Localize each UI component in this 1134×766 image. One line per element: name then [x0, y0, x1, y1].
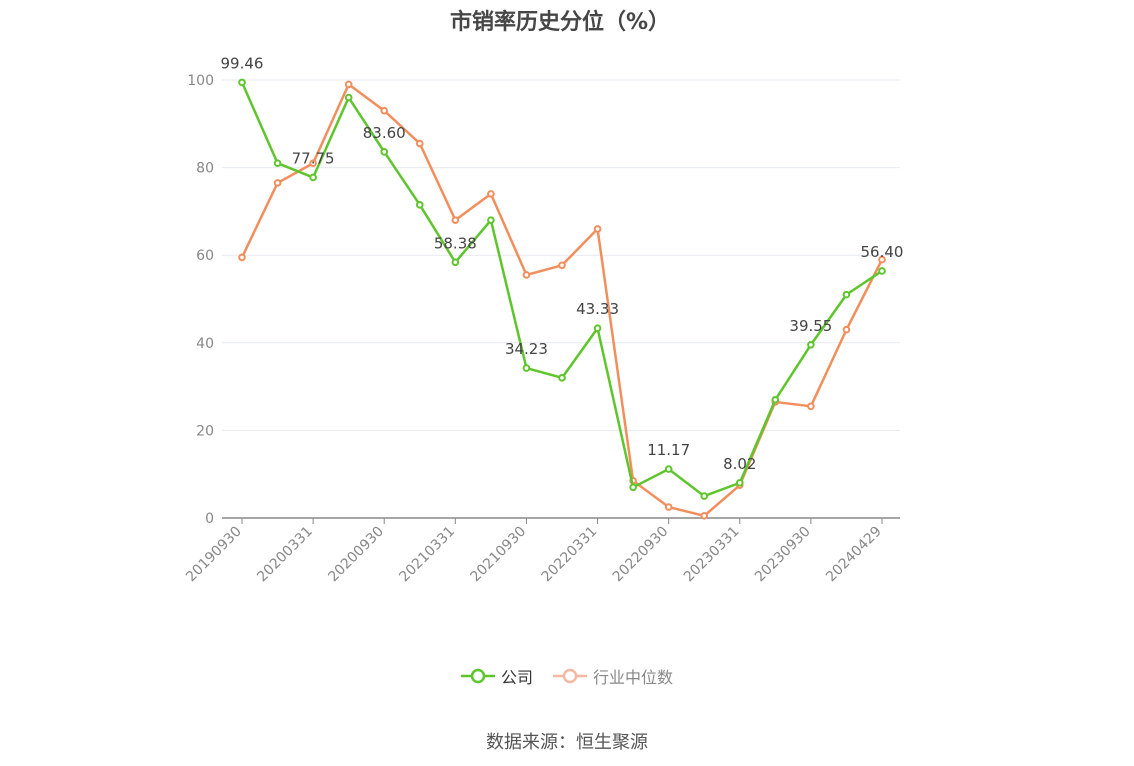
data-point — [380, 106, 389, 115]
data-label: 56.40 — [861, 243, 904, 261]
data-label: 39.55 — [789, 317, 832, 335]
data-point — [451, 216, 460, 224]
legend-item[interactable]: 公司 — [460, 664, 533, 688]
legend: 公司 行业中位数 — [0, 664, 1134, 689]
x-tick-label: 20200331 — [254, 524, 316, 586]
data-point — [593, 225, 602, 233]
data-point — [629, 483, 637, 492]
data-point — [238, 253, 246, 262]
chart-title: 市销率历史分位（%） — [449, 10, 671, 35]
data-point — [487, 216, 495, 224]
data-labels: 99.46 77.75 83.60 58.38 34.23 43.33 11.17 8.02 3… — [221, 54, 904, 473]
data-point — [487, 190, 495, 198]
legend-item[interactable]: 行业中位数 — [553, 664, 673, 688]
data-point — [558, 374, 566, 382]
data-label: 8.02 — [723, 455, 756, 473]
data-point — [700, 492, 709, 500]
x-tick-label: 20230331 — [681, 524, 743, 586]
data-label: 83.60 — [363, 124, 406, 142]
data-point — [522, 364, 531, 372]
data-label: 34.23 — [505, 340, 548, 358]
data-point — [273, 179, 282, 187]
x-tick-label: 20190930 — [183, 524, 245, 586]
data-point — [522, 271, 531, 279]
data-point — [735, 479, 744, 487]
x-tick-label: 20200930 — [325, 524, 387, 586]
data-point — [415, 201, 424, 209]
data-point — [593, 324, 602, 333]
data-point — [309, 159, 317, 168]
data-label: 11.17 — [647, 441, 690, 459]
y-tick-label: 60 — [196, 248, 214, 264]
data-point — [558, 261, 566, 270]
data-point — [380, 148, 389, 156]
legend-label: 行业中位数 — [593, 668, 674, 687]
data-point — [700, 512, 709, 520]
legend-marker-icon — [460, 668, 495, 684]
data-point — [878, 255, 886, 264]
x-tick-label: 20210930 — [468, 524, 530, 586]
legend-marker-icon — [553, 668, 587, 684]
data-point — [807, 402, 815, 411]
data-point — [309, 173, 317, 182]
data-label: 77.75 — [292, 149, 335, 167]
x-tick-label: 20220930 — [610, 524, 672, 586]
x-tick-label: 20220331 — [539, 524, 601, 586]
data-point — [451, 258, 460, 267]
x-tick-label: 20240429 — [823, 524, 885, 586]
data-point — [238, 78, 246, 87]
data-point — [771, 395, 780, 404]
data-point — [415, 139, 424, 148]
data-point — [664, 503, 673, 511]
y-tick-label: 80 — [196, 161, 214, 177]
y-tick-label: 40 — [196, 336, 214, 352]
data-label: 58.38 — [434, 234, 477, 252]
data-label: 99.46 — [221, 54, 264, 72]
data-point — [344, 80, 353, 89]
series-line — [240, 83, 884, 518]
data-point — [842, 290, 851, 299]
source-note: 数据来源：恒生聚源 — [486, 732, 648, 753]
grid-lines — [222, 79, 900, 431]
series-layer — [238, 78, 886, 520]
y-tick-label: 100 — [187, 73, 214, 89]
data-point — [842, 325, 851, 334]
data-label: 43.33 — [576, 300, 619, 318]
x-tick-label: 20210331 — [396, 524, 458, 586]
data-point — [664, 465, 673, 473]
data-point — [807, 340, 815, 349]
y-tick-label: 0 — [205, 511, 214, 527]
data-point — [344, 93, 353, 102]
series-line — [240, 81, 883, 498]
legend-label: 公司 — [500, 668, 533, 687]
data-point — [878, 267, 886, 275]
x-tick-label: 20230930 — [752, 524, 814, 586]
y-tick-label: 20 — [196, 423, 214, 439]
data-point — [273, 159, 282, 168]
